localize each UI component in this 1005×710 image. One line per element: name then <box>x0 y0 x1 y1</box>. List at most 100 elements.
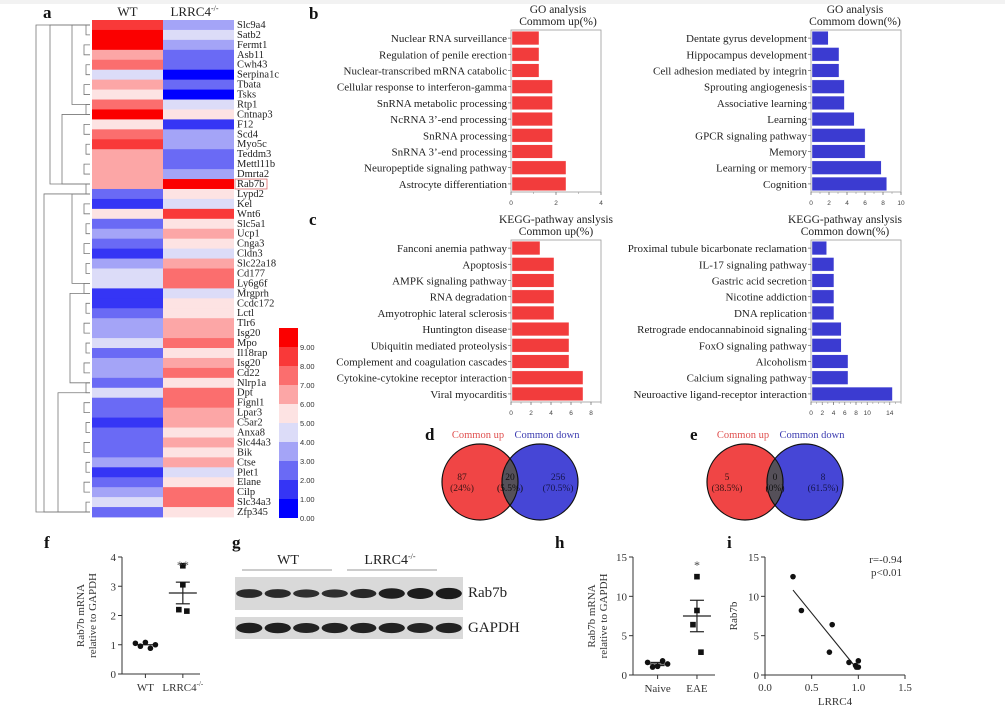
gene-label: Mrgprh <box>237 288 270 299</box>
heatmap-cell <box>163 367 234 379</box>
bar <box>511 176 567 191</box>
gene-label: Zfp345 <box>237 507 268 518</box>
data-point <box>659 658 666 664</box>
blot-group-label-wt: WT <box>277 553 299 568</box>
category-label: Nicotine addiction <box>725 292 807 304</box>
dendrogram-branch <box>83 84 90 95</box>
venn-diagram-d: Common up Common down 87(24%) 20(5.5%) 256(7… <box>441 430 580 521</box>
x-tick-label: 10 <box>897 200 905 207</box>
bar <box>811 338 842 353</box>
gene-label: Teddm3 <box>237 149 271 160</box>
panel-label-a: a <box>43 3 52 22</box>
x-tick-label: 8 <box>589 410 593 417</box>
heatmap-cell <box>163 238 234 250</box>
category-label: Sprouting angiogenesis <box>704 82 807 94</box>
heatmap-cell <box>92 29 163 41</box>
heatmap-cell <box>163 99 234 110</box>
heatmap-cell <box>163 338 234 349</box>
gene-label: Scd4 <box>237 129 259 140</box>
bar <box>511 257 555 272</box>
dendrogram <box>35 24 90 513</box>
category-label: Alcoholism <box>756 357 808 369</box>
heatmap-cell <box>163 29 234 41</box>
gene-label: Rab7b <box>237 179 264 190</box>
blot-group-label-lrrc4: LRRC4-/- <box>364 552 415 568</box>
heatmap-cell <box>163 169 234 180</box>
colorbar-swatch <box>279 499 298 518</box>
bar <box>811 305 835 320</box>
dendrogram-branch <box>85 342 90 354</box>
bar <box>811 63 840 78</box>
x-tick-label: 0 <box>809 410 813 417</box>
x-tick-label: 0 <box>809 200 813 207</box>
gene-label: Ucp1 <box>237 229 260 240</box>
dendrogram-branch <box>83 203 90 215</box>
gene-label: Slc44a3 <box>237 437 271 448</box>
heatmap-cell <box>92 387 163 399</box>
bar <box>511 79 553 94</box>
bar <box>811 386 893 401</box>
colorbar-tick-label: 7.00 <box>300 381 315 390</box>
category-label: Neuroactive ligand-receptor interaction <box>634 389 808 401</box>
data-point <box>137 643 144 650</box>
category-label: Nuclear RNA surveillance <box>391 33 507 45</box>
gene-label: Lctl <box>237 308 254 319</box>
heatmap-cell <box>92 99 163 110</box>
colorbar-tick-label: 3.00 <box>300 457 315 466</box>
y-axis-label: Rab7b mRNA <box>75 584 87 647</box>
plot-frame <box>510 239 602 403</box>
blot-band-label: Rab7b <box>468 585 507 601</box>
x-tick-label: 8 <box>854 410 858 417</box>
heatmap-cell <box>163 268 234 279</box>
gene-label: Wnt6 <box>237 209 260 220</box>
colorbar-tick-label: 5.00 <box>300 419 315 428</box>
colorbar-swatch <box>279 423 298 442</box>
venn-percent: (5.5%) <box>497 483 523 494</box>
gene-label: Cilp <box>237 487 255 498</box>
x-tick-label: 0.0 <box>758 682 772 694</box>
bar <box>511 354 570 369</box>
category-label: NcRNA 3’-end processing <box>390 114 507 126</box>
gene-label: Cd22 <box>237 368 260 379</box>
heatmap-cell <box>163 397 234 409</box>
gene-label: Plet1 <box>237 467 259 478</box>
bar <box>811 112 855 127</box>
heatmap-cell <box>92 328 163 339</box>
heatmap-cell <box>92 238 163 250</box>
heatmap-cell <box>163 248 234 259</box>
category-label: Astrocyte differentiation <box>399 179 508 191</box>
heatmap-chart: WT LRRC4-/- Slc9a4Satb2Fermt1Asb11Cwh43Ser… <box>35 4 315 523</box>
dendrogram-branch <box>85 501 90 513</box>
chart-subtitle: Commom down(%) <box>809 16 901 28</box>
blot-band <box>293 589 320 598</box>
gene-label: Lypd2 <box>237 189 264 200</box>
data-point <box>142 639 149 646</box>
blot-band <box>264 589 291 598</box>
gene-label: Isg20 <box>237 328 260 339</box>
venn-outline-down <box>501 443 579 521</box>
y-axis-label: relative to GAPDH <box>598 573 610 658</box>
bar <box>511 273 555 288</box>
gene-label: Tlr6 <box>237 318 255 329</box>
heatmap-cell <box>163 208 234 220</box>
x-tick-label: 2 <box>529 410 533 417</box>
heatmap-cell <box>163 119 234 130</box>
dendrogram-branch <box>85 263 90 274</box>
category-label: Calcium signaling pathway <box>687 373 808 385</box>
dendrogram-branch <box>85 223 90 235</box>
heatmap-cell <box>163 487 234 498</box>
dendrogram-branch <box>83 163 90 175</box>
chart-title: KEGG-pathway anslysis <box>788 214 903 226</box>
gene-label: Bik <box>237 447 253 458</box>
bar <box>811 47 840 62</box>
dendrogram-branch <box>83 402 90 414</box>
chart-title: GO analysis <box>827 4 884 16</box>
bar <box>811 31 829 46</box>
heatmap-cell <box>163 507 234 518</box>
panel-label-d: d <box>425 425 435 444</box>
bar <box>511 370 584 385</box>
panel-label-h: h <box>555 533 565 552</box>
heatmap-cell <box>92 507 163 518</box>
heatmap-cell <box>92 39 163 51</box>
